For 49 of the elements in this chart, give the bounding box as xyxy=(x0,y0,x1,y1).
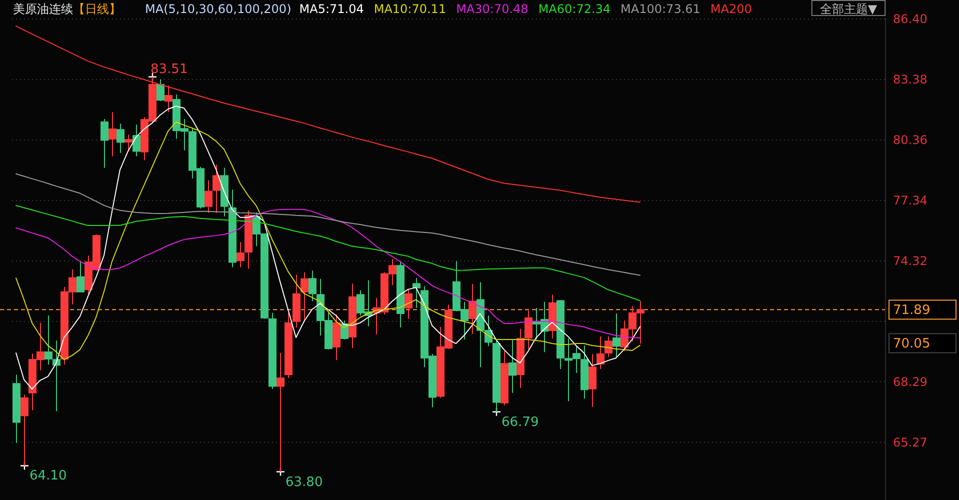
text: MA10:70.11 xyxy=(374,2,446,16)
candlestick xyxy=(212,164,220,214)
y-tick-label: 80.36 xyxy=(893,133,928,147)
candlestick xyxy=(308,270,316,302)
line-series xyxy=(16,205,640,302)
annotation: 66.79 xyxy=(502,414,539,430)
candlestick xyxy=(108,112,116,157)
ref-line-label: 71.89 xyxy=(893,303,930,318)
candlestick xyxy=(124,134,132,152)
y-tick-label: 74.32 xyxy=(893,254,928,268)
candlestick xyxy=(300,272,308,322)
candlestick xyxy=(508,340,516,394)
candlestick xyxy=(468,283,476,334)
line-series xyxy=(16,106,640,390)
annotation: 63.80 xyxy=(286,474,323,490)
line-series xyxy=(16,26,640,203)
text: 70.05 xyxy=(893,336,930,352)
y-tick-label: 86.40 xyxy=(893,12,928,26)
candlestick xyxy=(204,180,212,214)
candlestick xyxy=(164,85,172,113)
candlestick xyxy=(588,353,596,408)
text: MA30:70.48 xyxy=(456,2,528,16)
annotation: 83.51 xyxy=(150,62,188,77)
candlestick xyxy=(612,312,620,358)
candlestick xyxy=(596,336,604,370)
candlestick xyxy=(100,118,108,168)
candlestick xyxy=(412,278,420,308)
y-tick-label: 65.27 xyxy=(893,435,928,450)
chart-title: 美原油连续 xyxy=(13,2,73,16)
candlestick xyxy=(132,124,140,157)
candlestick xyxy=(236,242,244,268)
chart-subtitle: 【日线】 xyxy=(73,2,121,16)
y-tick-label: 83.38 xyxy=(893,72,928,86)
candlestick xyxy=(116,123,124,154)
line-series xyxy=(16,173,640,276)
annotation: 64.10 xyxy=(30,468,67,484)
text: MA(5,10,30,60,100,200) xyxy=(145,2,292,16)
y-tick-label: 68.29 xyxy=(893,374,928,389)
text: 全部主题▼ xyxy=(820,2,878,16)
candlestick xyxy=(156,79,164,102)
candlestick xyxy=(404,288,412,320)
y-tick-label: 77.34 xyxy=(893,194,928,208)
line-series xyxy=(16,121,640,360)
candlestick xyxy=(76,260,84,292)
text: MA5:71.04 xyxy=(299,2,364,16)
text: MA100:73.61 xyxy=(620,2,700,16)
candlestick xyxy=(604,336,612,358)
text: MA60:72.34 xyxy=(538,2,611,16)
text: MA200 xyxy=(710,2,752,16)
